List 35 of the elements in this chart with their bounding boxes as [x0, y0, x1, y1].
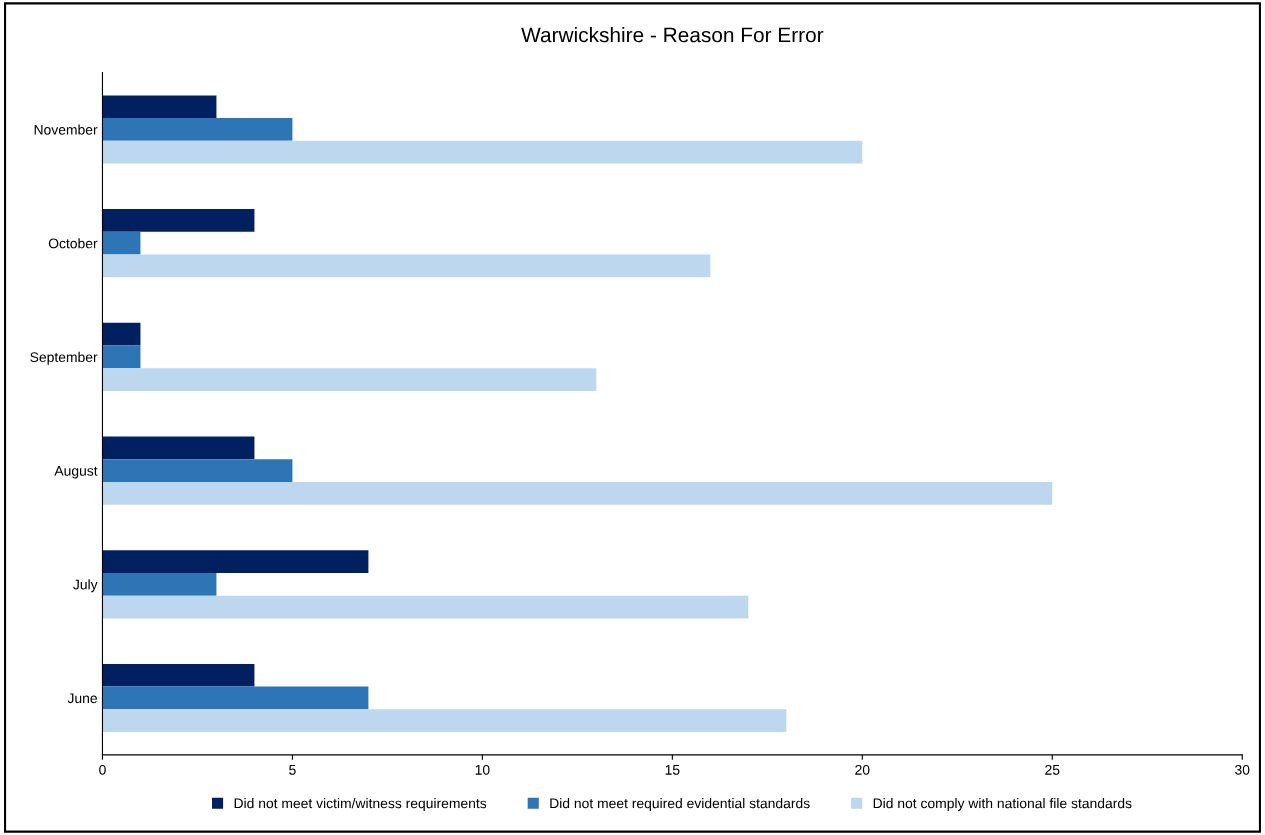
x-tick-label: 10	[475, 764, 490, 775]
legend-label: Did not comply with national file standards	[873, 798, 1132, 811]
y-tick-label: July	[73, 579, 98, 593]
x-tick-label: 15	[665, 765, 680, 775]
y-tick-label: June	[67, 693, 97, 704]
bar	[102, 459, 293, 482]
bar	[102, 709, 787, 733]
bar	[102, 368, 597, 391]
bar	[102, 481, 1053, 505]
x-tick-label: 0	[99, 764, 106, 775]
y-tick-label: August	[54, 466, 98, 479]
bar	[102, 345, 141, 369]
bar	[102, 686, 369, 710]
bar	[102, 663, 255, 687]
bar	[102, 254, 711, 278]
x-tick-label: 5	[289, 765, 296, 775]
bar	[102, 322, 141, 346]
x-tick-label: 30	[1235, 764, 1250, 775]
bar	[102, 209, 255, 232]
y-tick-label: September	[30, 351, 98, 365]
bar	[102, 95, 217, 119]
bar	[102, 231, 141, 255]
bar	[102, 550, 369, 573]
legend-label: Did not meet required evidential standards	[550, 798, 810, 811]
bar	[102, 595, 749, 619]
chart-title: Warwickshire - Reason For Error	[521, 26, 824, 43]
legend-label: Did not meet victim/witness requirements	[234, 798, 487, 811]
x-tick-label: 25	[1045, 764, 1060, 775]
bar	[102, 140, 863, 164]
y-tick-label: November	[34, 124, 98, 135]
y-tick-label: October	[48, 238, 98, 249]
bar	[102, 436, 255, 460]
x-tick-label: 20	[855, 764, 870, 775]
bar	[102, 572, 217, 596]
bar	[102, 118, 293, 141]
